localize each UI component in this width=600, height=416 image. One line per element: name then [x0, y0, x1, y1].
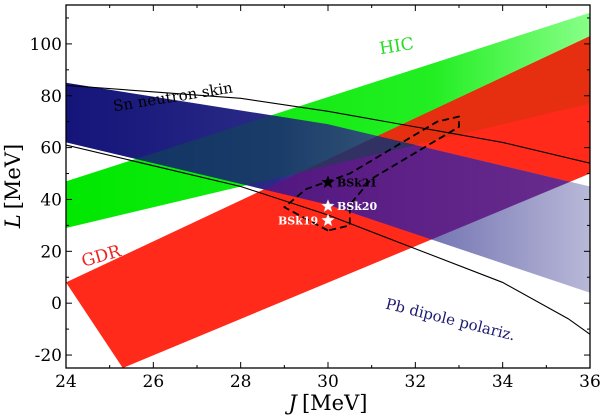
y-axis-title: L[MeV] — [1, 144, 25, 229]
x-tick-label: 36 — [579, 372, 600, 392]
y-tick-label: 40 — [40, 190, 62, 210]
sn-neutron-skin-upper-curve — [66, 84, 590, 164]
sn-neutron-skin-lower-curve — [66, 144, 590, 335]
bsk20-star-marker — [321, 199, 335, 212]
y-tick-label: -20 — [35, 346, 62, 366]
x-axis-title: J [MeV] — [285, 391, 368, 415]
bsk21-label: BSk21 — [337, 176, 377, 189]
bsk21-star-marker — [321, 175, 335, 189]
x-tick-label: 28 — [230, 372, 252, 392]
y-tick-label: 20 — [40, 242, 62, 262]
band-hic — [66, 12, 590, 228]
y-tick-label: 0 — [51, 294, 62, 314]
y-tick-label: 100 — [30, 35, 62, 55]
y-tick-label: 80 — [40, 87, 62, 107]
x-tick-label: 26 — [143, 372, 165, 392]
x-tick-label: 30 — [317, 372, 339, 392]
axis-ticks — [65, 5, 591, 368]
bsk20-label: BSk20 — [337, 200, 378, 213]
y-tick-label: 60 — [40, 139, 62, 159]
x-tick-label: 34 — [492, 372, 514, 392]
annotation-pb-dipole-polariz: Pb dipole polariz. — [384, 295, 517, 345]
annotation-hic: HIC — [378, 34, 415, 59]
x-tick-label: 24 — [55, 372, 77, 392]
bsk19-star-marker — [321, 213, 335, 227]
bsk19-label: BSk19 — [278, 214, 318, 227]
tick-labels: 24 26 28 30 32 34 36 -20 0 20 40 60 80 100 — [30, 35, 600, 392]
x-tick-label: 32 — [405, 372, 427, 392]
constraint-ellipse — [283, 115, 460, 232]
plot-area — [66, 12, 590, 368]
